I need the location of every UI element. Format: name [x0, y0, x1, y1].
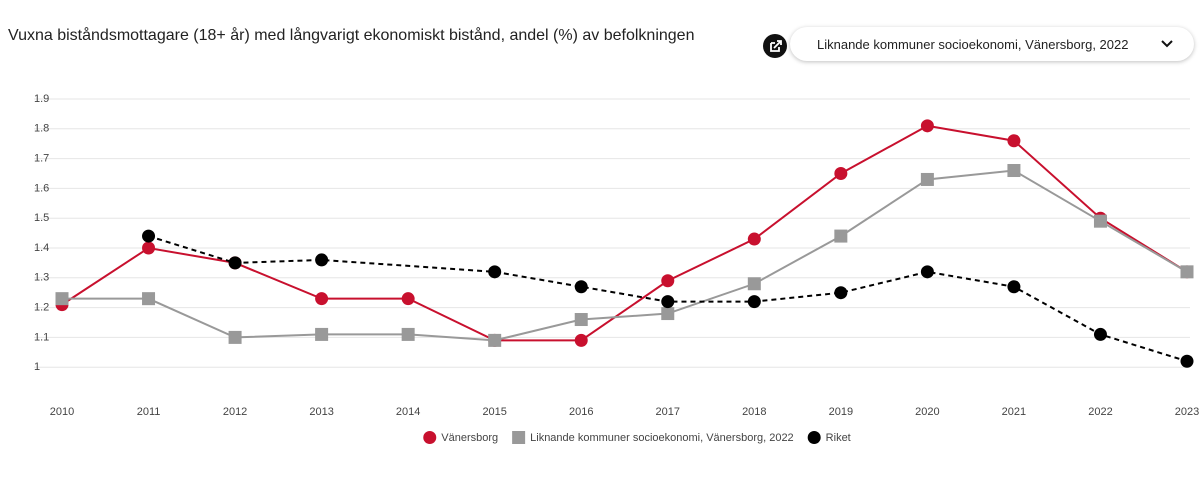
marker — [1007, 134, 1021, 148]
marker — [747, 277, 761, 291]
x-tick-label: 2011 — [137, 406, 161, 418]
x-tick-label: 2019 — [829, 406, 853, 418]
y-tick-label: 1.5 — [34, 212, 49, 224]
series-line — [148, 235, 1188, 363]
marker — [401, 292, 415, 306]
marker — [661, 274, 675, 288]
marker — [1093, 327, 1107, 341]
x-tick-label: 2021 — [1002, 406, 1026, 418]
y-tick-label: 1.1 — [34, 331, 49, 343]
y-tick-label: 1.7 — [34, 153, 49, 165]
legend-label: Vänersborg — [441, 432, 498, 444]
marker — [228, 256, 242, 270]
marker — [55, 292, 69, 306]
y-tick-label: 1.3 — [34, 272, 49, 284]
series-line — [62, 169, 1188, 342]
legend-label: Liknande kommuner socioekonomi, Vänersbo… — [530, 432, 794, 444]
marker — [315, 253, 329, 267]
marker — [228, 330, 242, 344]
x-tick-label: 2017 — [656, 406, 680, 418]
marker — [1180, 265, 1194, 279]
marker — [142, 229, 156, 243]
marker — [1180, 354, 1194, 368]
x-tick-label: 2012 — [223, 406, 247, 418]
open-icon[interactable] — [762, 33, 788, 59]
marker — [142, 292, 156, 306]
x-tick-label: 2014 — [396, 406, 420, 418]
dropdown-text: Liknande kommuner socioekonomi, Vänersbo… — [817, 36, 1129, 52]
marker — [315, 292, 329, 306]
marker — [1007, 164, 1021, 178]
marker — [401, 327, 415, 341]
marker — [920, 265, 934, 279]
dropdown[interactable]: Liknande kommuner socioekonomi, Vänersbo… — [790, 27, 1194, 61]
marker — [228, 256, 242, 270]
marker — [574, 313, 588, 327]
marker — [834, 286, 848, 300]
x-tick-label: 2018 — [742, 406, 766, 418]
x-tick-label: 2022 — [1088, 406, 1112, 418]
marker — [661, 295, 675, 309]
marker — [834, 167, 848, 180]
marker — [747, 232, 761, 246]
legend-label: Riket — [826, 432, 851, 444]
x-tick-label: 2015 — [482, 406, 506, 418]
y-tick-label: 1.9 — [34, 93, 49, 105]
y-tick-label: 1 — [34, 361, 40, 373]
y-tick-label: 1.8 — [34, 123, 49, 135]
x-tick-label: 2016 — [569, 406, 593, 418]
x-tick-label: 2013 — [309, 406, 333, 418]
marker — [315, 327, 329, 341]
x-tick-label: 2010 — [50, 406, 74, 418]
marker — [574, 280, 588, 294]
chart-title: Vuxna biståndsmottagare (18+ år) med lån… — [8, 27, 695, 44]
marker — [488, 265, 502, 279]
marker — [661, 307, 675, 321]
series-line — [61, 124, 1188, 342]
chevron — [1161, 40, 1173, 48]
y-tick-label: 1.2 — [34, 302, 49, 314]
legend: Vänersborg Liknande kommuner socioekonomi… — [423, 431, 851, 444]
marker — [574, 333, 588, 347]
y-tick-label: 1.4 — [34, 242, 49, 254]
x-tick-label: 2020 — [915, 406, 939, 418]
marker — [142, 241, 156, 255]
marker — [747, 295, 761, 309]
marker — [1093, 214, 1107, 228]
marker — [488, 333, 502, 347]
y-tick-label: 1.6 — [34, 182, 49, 194]
legend-symbol — [512, 431, 526, 444]
marker — [920, 172, 934, 186]
marker — [1180, 265, 1194, 279]
x-tick-label: 2023 — [1175, 406, 1199, 418]
marker — [1093, 211, 1107, 225]
legend-symbol — [423, 431, 437, 444]
legend-symbol — [807, 431, 821, 444]
marker — [920, 119, 934, 133]
marker — [834, 229, 848, 243]
marker — [488, 333, 502, 347]
marker — [1007, 280, 1021, 294]
marker — [55, 298, 69, 312]
